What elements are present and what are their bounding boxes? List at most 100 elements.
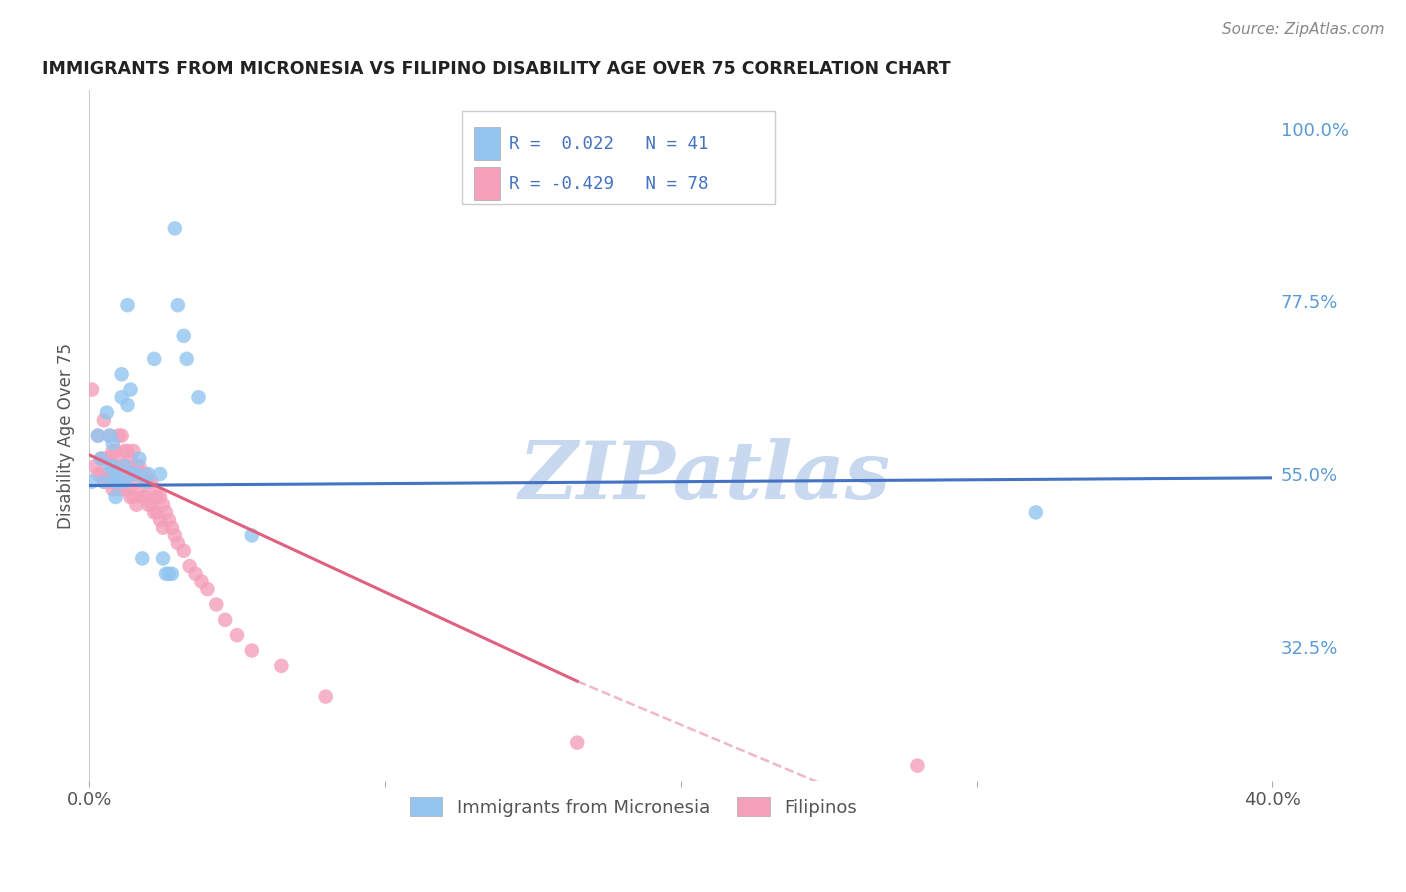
- Point: [110, 390, 132, 404]
- Point: [134, 475, 156, 489]
- Legend: Immigrants from Micronesia, Filipinos: Immigrants from Micronesia, Filipinos: [402, 790, 865, 824]
- Point: [160, 521, 183, 535]
- Point: [315, 690, 337, 704]
- Point: [176, 351, 198, 366]
- Bar: [474, 127, 499, 161]
- FancyBboxPatch shape: [461, 111, 776, 204]
- Point: [131, 467, 153, 481]
- Point: [166, 536, 188, 550]
- Point: [120, 451, 142, 466]
- Point: [184, 566, 207, 581]
- Point: [157, 513, 180, 527]
- Point: [134, 490, 156, 504]
- Point: [98, 428, 121, 442]
- Point: [107, 451, 129, 466]
- Point: [98, 451, 121, 466]
- Point: [143, 483, 166, 497]
- Point: [125, 498, 148, 512]
- Point: [125, 475, 148, 489]
- Point: [93, 475, 115, 489]
- Point: [101, 459, 124, 474]
- Point: [107, 475, 129, 489]
- Point: [110, 475, 132, 489]
- Point: [117, 298, 139, 312]
- Point: [152, 521, 174, 535]
- Point: [143, 351, 166, 366]
- Point: [122, 444, 145, 458]
- Point: [128, 451, 150, 466]
- Point: [122, 490, 145, 504]
- Point: [226, 628, 249, 642]
- Point: [149, 490, 172, 504]
- Point: [110, 428, 132, 442]
- Point: [120, 467, 142, 481]
- Point: [90, 451, 112, 466]
- Point: [117, 483, 139, 497]
- Point: [152, 551, 174, 566]
- Point: [146, 490, 169, 504]
- Text: R =  0.022   N = 41: R = 0.022 N = 41: [509, 135, 709, 153]
- Point: [80, 383, 103, 397]
- Point: [114, 475, 136, 489]
- Point: [87, 428, 110, 442]
- Point: [104, 459, 127, 474]
- Point: [98, 459, 121, 474]
- Point: [141, 475, 163, 489]
- Point: [117, 398, 139, 412]
- Point: [131, 551, 153, 566]
- Point: [104, 475, 127, 489]
- Text: ZIPatlas: ZIPatlas: [519, 438, 890, 516]
- Point: [125, 467, 148, 481]
- Point: [90, 451, 112, 466]
- Point: [107, 428, 129, 442]
- Point: [128, 483, 150, 497]
- Point: [101, 436, 124, 450]
- Point: [93, 475, 115, 489]
- Point: [907, 758, 929, 772]
- Point: [128, 459, 150, 474]
- Point: [107, 475, 129, 489]
- Point: [136, 475, 159, 489]
- Point: [134, 467, 156, 481]
- Point: [205, 598, 228, 612]
- Point: [117, 459, 139, 474]
- Point: [173, 329, 195, 343]
- Point: [149, 467, 172, 481]
- Point: [104, 444, 127, 458]
- Point: [114, 444, 136, 458]
- Point: [157, 566, 180, 581]
- Point: [125, 459, 148, 474]
- Point: [98, 475, 121, 489]
- Point: [155, 566, 177, 581]
- Point: [114, 483, 136, 497]
- Point: [96, 451, 118, 466]
- Point: [214, 613, 236, 627]
- Point: [173, 543, 195, 558]
- Point: [179, 559, 201, 574]
- Point: [146, 505, 169, 519]
- Point: [90, 467, 112, 481]
- Point: [93, 413, 115, 427]
- Point: [120, 490, 142, 504]
- Point: [163, 528, 186, 542]
- Point: [141, 498, 163, 512]
- Point: [110, 368, 132, 382]
- Point: [122, 467, 145, 481]
- Point: [567, 736, 589, 750]
- Y-axis label: Disability Age Over 75: Disability Age Over 75: [58, 343, 75, 529]
- Point: [160, 566, 183, 581]
- Point: [155, 505, 177, 519]
- Point: [136, 467, 159, 481]
- Point: [107, 483, 129, 497]
- Point: [163, 221, 186, 235]
- Point: [166, 298, 188, 312]
- Point: [110, 459, 132, 474]
- Point: [136, 498, 159, 512]
- Point: [117, 444, 139, 458]
- Point: [96, 406, 118, 420]
- Point: [270, 658, 292, 673]
- Point: [240, 643, 263, 657]
- Point: [240, 528, 263, 542]
- Point: [93, 451, 115, 466]
- Point: [87, 467, 110, 481]
